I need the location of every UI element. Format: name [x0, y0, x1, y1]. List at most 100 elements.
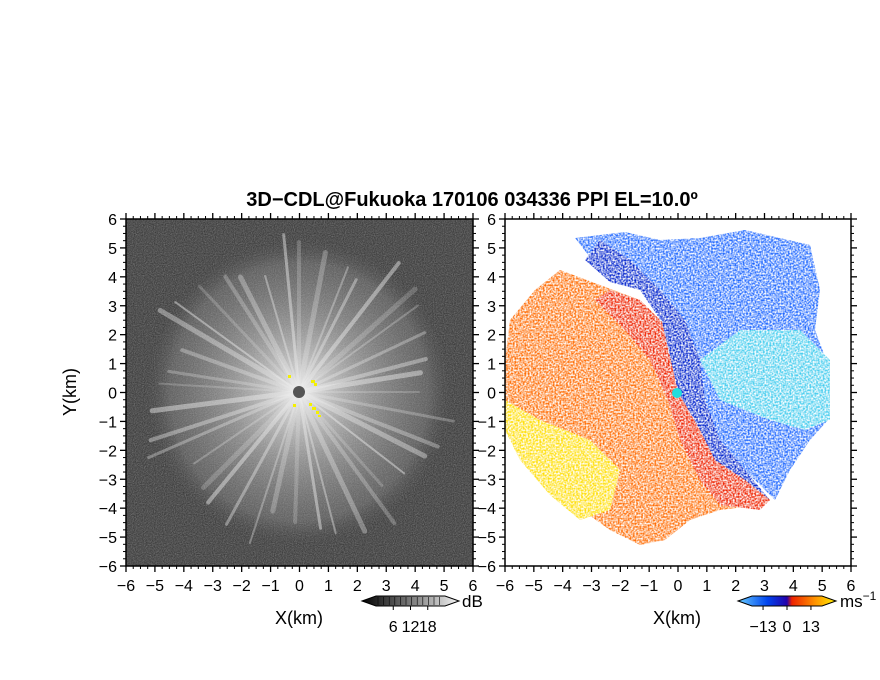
right-y-tick-label: 5: [487, 241, 496, 258]
right-colorbar-tick-label: 0: [783, 619, 792, 636]
right-y-tick-label: 4: [487, 270, 496, 287]
left-radial-beam: [206, 390, 301, 505]
left-radial-beam: [296, 249, 328, 395]
left-radial-beam: [167, 369, 301, 394]
left-x-tick-label: 5: [440, 578, 449, 595]
right-y-tick-label: −3: [478, 472, 496, 489]
right-colorbar-tick-label: 13: [802, 619, 820, 636]
right-colorbar: −13 0 13 ms−1: [736, 589, 877, 636]
right-y-tick-label: −4: [478, 501, 496, 518]
left-x-tick-label: 6: [469, 578, 478, 595]
left-colorbar-body: [360, 595, 461, 607]
left-radial-beam: [223, 274, 301, 394]
left-echo-field: [147, 233, 455, 545]
right-x-tick-label: −3: [582, 578, 600, 595]
left-x-axis-label: X(km): [275, 608, 323, 628]
right-y-tick-label: −5: [478, 530, 496, 547]
left-radial-beam: [297, 390, 397, 526]
right-x-tick-label: −5: [525, 578, 543, 595]
velocity-dark-blue-band: [585, 240, 770, 505]
left-y-tick-label: 3: [108, 299, 117, 316]
left-y-tick-label: 4: [108, 270, 117, 287]
left-radial-beam: [237, 274, 302, 395]
right-y-tick-label: −1: [478, 414, 496, 431]
left-y-tick-label: 5: [108, 241, 117, 258]
right-y-tick-label: 2: [487, 328, 496, 345]
right-x-tick-label: 3: [760, 578, 769, 595]
left-x-tick-label: 1: [324, 578, 333, 595]
left-radial-beam: [198, 284, 301, 394]
left-radial-beam: [298, 391, 406, 475]
left-y-tick-label: −2: [99, 443, 117, 460]
right-x-tick-label: −2: [611, 578, 629, 595]
right-x-tick-label: 2: [731, 578, 740, 595]
right-x-tick-label: 0: [674, 578, 683, 595]
left-radial-beam: [297, 331, 427, 394]
left-x-tick-label: −5: [146, 578, 164, 595]
left-y-tick-label: 6: [108, 212, 117, 229]
left-radial-beam: [264, 274, 300, 393]
left-radial-beam: [224, 390, 301, 526]
left-radial-beam: [148, 390, 301, 443]
right-x-tick-label: 6: [847, 578, 856, 595]
right-x-tick-label: 5: [818, 578, 827, 595]
right-y-tick-label: 1: [487, 357, 496, 374]
left-radial-beam: [297, 278, 358, 394]
left-radial-beam: [282, 233, 301, 394]
right-y-tick-label: −6: [478, 559, 496, 576]
left-y-tick-label: −6: [99, 559, 117, 576]
left-colorbar-tick-label: 12: [402, 619, 420, 636]
left-radial-beam: [174, 301, 300, 393]
right-x-tick-label: −4: [554, 578, 572, 595]
right-x-tick-label: −6: [496, 578, 514, 595]
left-radial-beams: [147, 233, 455, 545]
left-colorbar-cells: [377, 597, 440, 605]
left-center-mark: [293, 386, 305, 398]
left-radial-beam: [270, 389, 302, 514]
right-x-tick-label: 1: [702, 578, 711, 595]
right-center-mark: [672, 388, 682, 398]
velocity-yellow-band: [505, 400, 620, 520]
right-x-axis-label: X(km): [653, 608, 701, 628]
left-radial-beam: [293, 390, 301, 524]
left-radial-beam: [149, 389, 302, 414]
left-x-tick-label: −6: [117, 578, 135, 595]
left-radial-beam: [193, 391, 300, 465]
left-radial-beam: [248, 391, 300, 545]
left-colorbar-tick-label: 18: [419, 619, 437, 636]
left-x-tick-labels: −6 −5 −4 −3 −2 −1 0 1 2 3 4 5 6: [117, 578, 478, 595]
left-y-tick-label: −4: [99, 501, 117, 518]
left-x-tick-label: 0: [295, 578, 304, 595]
left-x-tick-label: 2: [353, 578, 362, 595]
left-y-axis-label: Y(km): [60, 368, 80, 416]
right-axis-ticks: [499, 213, 857, 572]
left-radial-beam: [147, 390, 301, 460]
left-radial-beam: [180, 348, 301, 394]
chart-title: 3D−CDL@Fukuoka 170106 034336 PPI EL=10.0…: [246, 189, 698, 211]
left-panel: −6 −5 −4 −3 −2 −1 0 1 2 3 4 5 6 6543210−1−2−3−4−5−6 …: [60, 212, 479, 628]
left-y-tick-label: 0: [108, 386, 117, 403]
left-y-tick-label: −3: [99, 472, 117, 489]
right-colorbar-ticks: −13 0 13: [749, 606, 820, 636]
left-colorbar-tick-label: 6: [389, 619, 398, 636]
right-colorbar-tick-label: −13: [749, 619, 776, 636]
right-y-tick-label: 6: [487, 212, 496, 229]
left-radial-beam: [297, 390, 440, 449]
velocity-cyan-band: [700, 330, 830, 430]
left-x-tick-label: −3: [204, 578, 222, 595]
left-x-tick-label: −2: [233, 578, 251, 595]
left-colorbar-ticks: 6 12 18: [389, 606, 437, 636]
left-y-tick-label: 2: [108, 328, 117, 345]
left-radial-beam: [296, 389, 368, 534]
left-radial-beam: [298, 304, 419, 393]
left-radial-beam: [296, 370, 423, 395]
left-y-tick-label: 1: [108, 357, 117, 374]
right-x-tick-label: 4: [789, 578, 798, 595]
right-x-tick-label: −1: [640, 578, 658, 595]
left-x-tick-label: −4: [175, 578, 193, 595]
right-velocity-base: [505, 230, 830, 545]
left-radial-beam: [297, 390, 323, 530]
left-x-tick-label: −1: [261, 578, 279, 595]
right-y-tick-label: −2: [478, 443, 496, 460]
